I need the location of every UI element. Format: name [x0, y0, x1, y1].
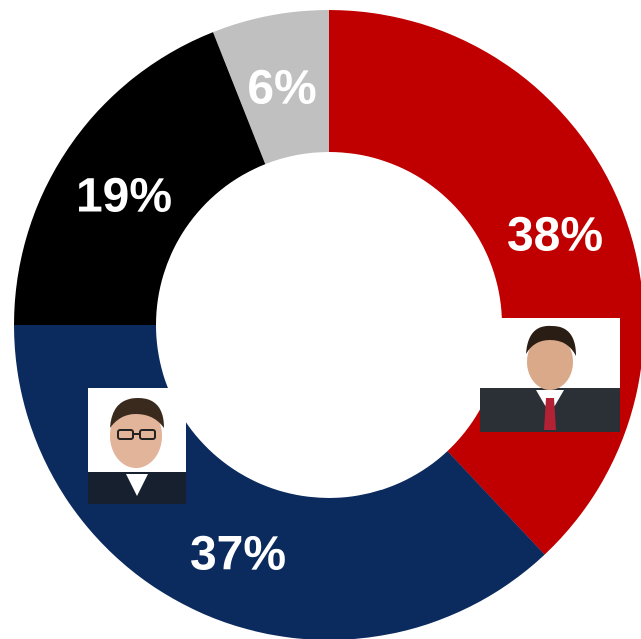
portrait-blue-slice-photo [88, 388, 186, 504]
portrait-red-slice-photo [480, 318, 620, 432]
slice-labels: 38% 37% 19% 6% [76, 62, 603, 581]
slice-label-4: 6% [247, 62, 316, 115]
slice-label-1: 38% [507, 209, 603, 262]
slice-4 [213, 10, 329, 165]
slice-3 [14, 32, 266, 325]
slice-label-2: 37% [190, 528, 286, 581]
slice-label-3: 19% [76, 170, 172, 223]
slice-1 [329, 10, 641, 555]
